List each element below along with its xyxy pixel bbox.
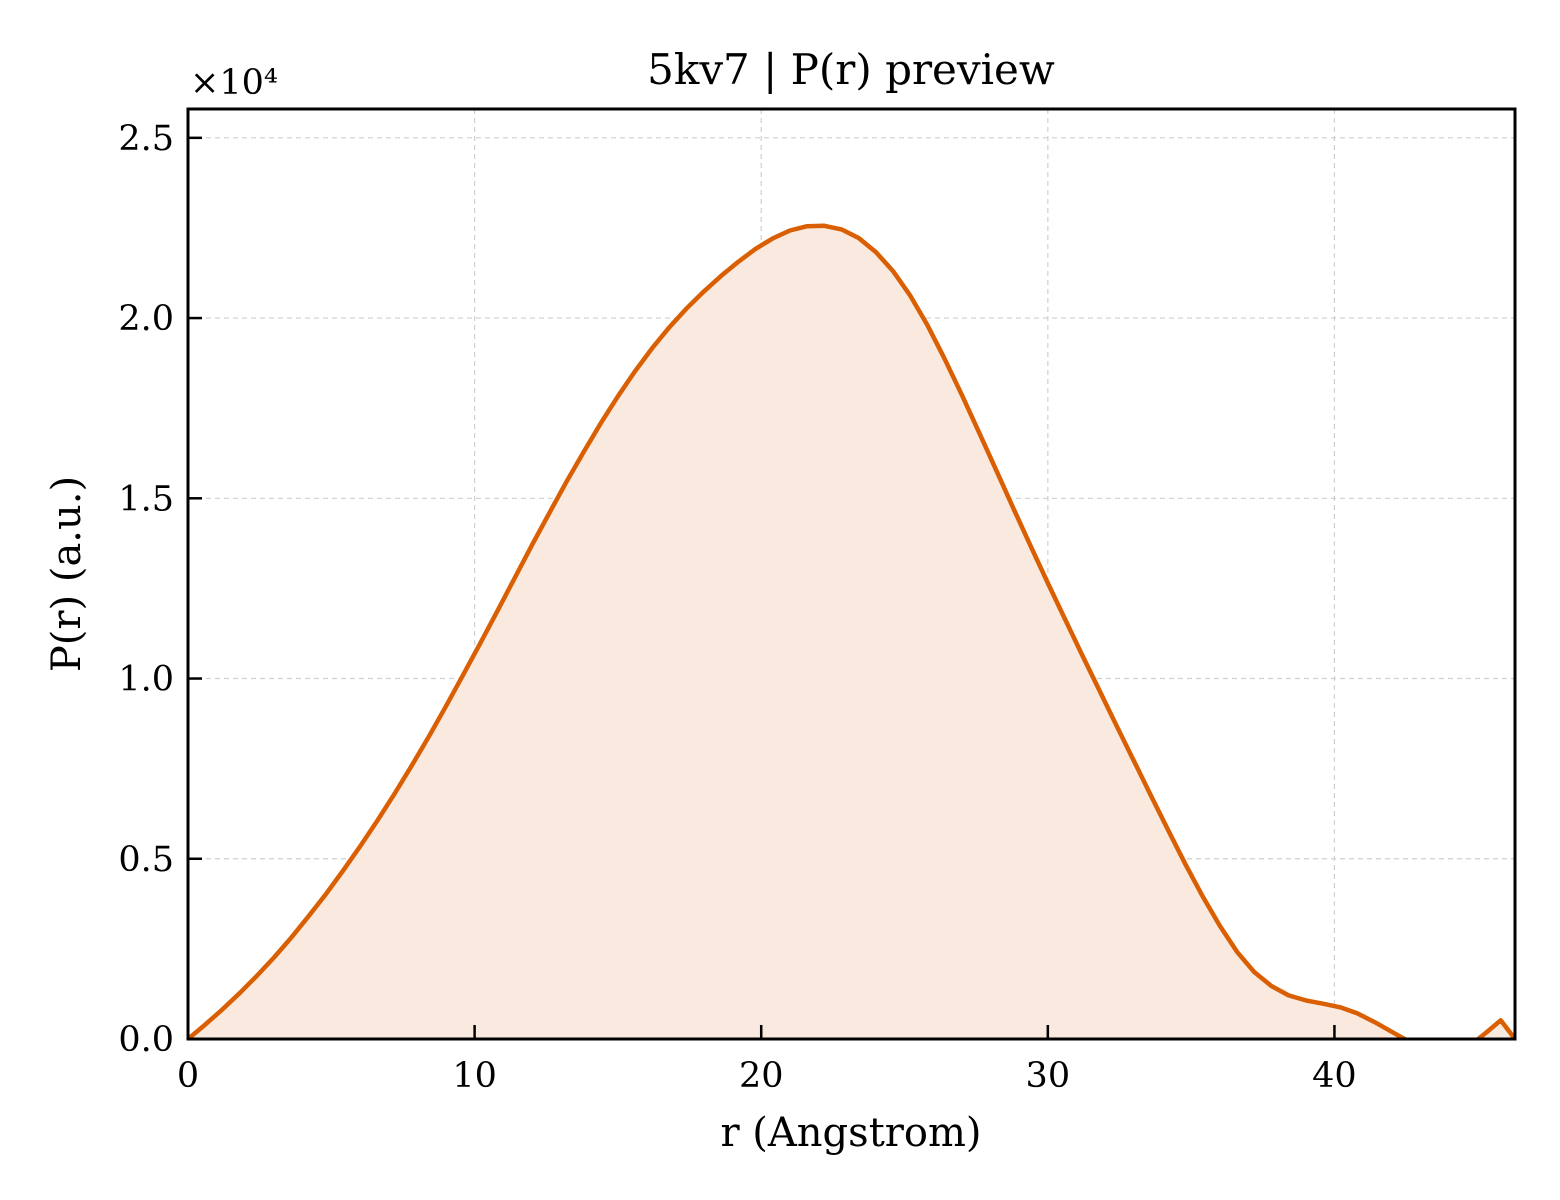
y-axis-ticks: 0.0 0.5 1.0 1.5 2.0 2.5 bbox=[118, 119, 202, 1060]
x-tick-label: 30 bbox=[1026, 1056, 1071, 1096]
y-tick-label: 1.0 bbox=[118, 660, 174, 700]
y-offset-label: ×10⁴ bbox=[190, 63, 278, 103]
x-tick-label: 40 bbox=[1312, 1056, 1357, 1096]
x-tick-label: 10 bbox=[452, 1056, 497, 1096]
y-tick-label: 1.5 bbox=[118, 479, 174, 519]
x-axis-ticks: 0 10 20 30 40 bbox=[177, 1025, 1357, 1096]
area-fill bbox=[188, 225, 1515, 1039]
plot-frame bbox=[186, 107, 1517, 1041]
series-line bbox=[188, 223, 1515, 1039]
x-tick-label: 0 bbox=[177, 1056, 199, 1096]
y-tick-label: 0.5 bbox=[118, 840, 174, 880]
y-tick-label: 0.0 bbox=[118, 1020, 174, 1060]
y-tick-label: 2.5 bbox=[118, 119, 174, 159]
y-axis-label: P(r) (a.u.) bbox=[44, 476, 90, 672]
x-tick-label: 20 bbox=[739, 1056, 784, 1096]
y-tick-label: 2.0 bbox=[118, 299, 174, 339]
chart-title: 5kv7 | P(r) preview bbox=[647, 45, 1055, 94]
x-axis-label: r (Angstrom) bbox=[720, 1110, 981, 1156]
